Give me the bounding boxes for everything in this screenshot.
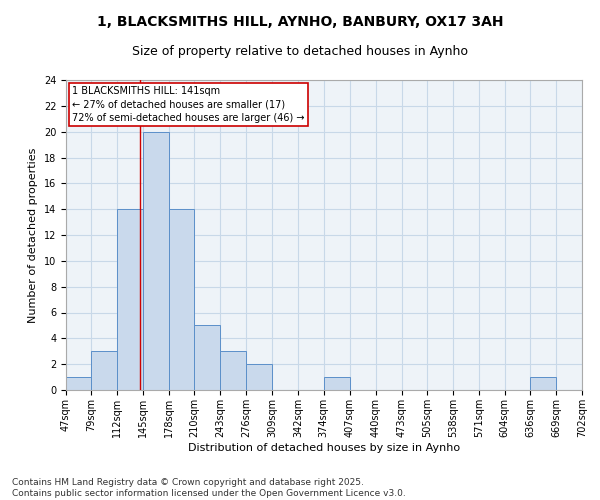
Bar xyxy=(194,326,220,390)
Text: 1, BLACKSMITHS HILL, AYNHO, BANBURY, OX17 3AH: 1, BLACKSMITHS HILL, AYNHO, BANBURY, OX1… xyxy=(97,15,503,29)
Y-axis label: Number of detached properties: Number of detached properties xyxy=(28,148,38,322)
Bar xyxy=(66,377,91,390)
Bar xyxy=(220,351,247,390)
Bar xyxy=(247,364,272,390)
Text: Contains HM Land Registry data © Crown copyright and database right 2025.
Contai: Contains HM Land Registry data © Crown c… xyxy=(12,478,406,498)
X-axis label: Distribution of detached houses by size in Aynho: Distribution of detached houses by size … xyxy=(188,442,460,452)
Bar xyxy=(169,209,194,390)
Bar xyxy=(91,351,117,390)
Bar xyxy=(143,132,169,390)
Bar xyxy=(117,209,143,390)
Text: 1 BLACKSMITHS HILL: 141sqm
← 27% of detached houses are smaller (17)
72% of semi: 1 BLACKSMITHS HILL: 141sqm ← 27% of deta… xyxy=(73,86,305,123)
Text: Size of property relative to detached houses in Aynho: Size of property relative to detached ho… xyxy=(132,45,468,58)
Bar xyxy=(323,377,350,390)
Bar xyxy=(530,377,556,390)
